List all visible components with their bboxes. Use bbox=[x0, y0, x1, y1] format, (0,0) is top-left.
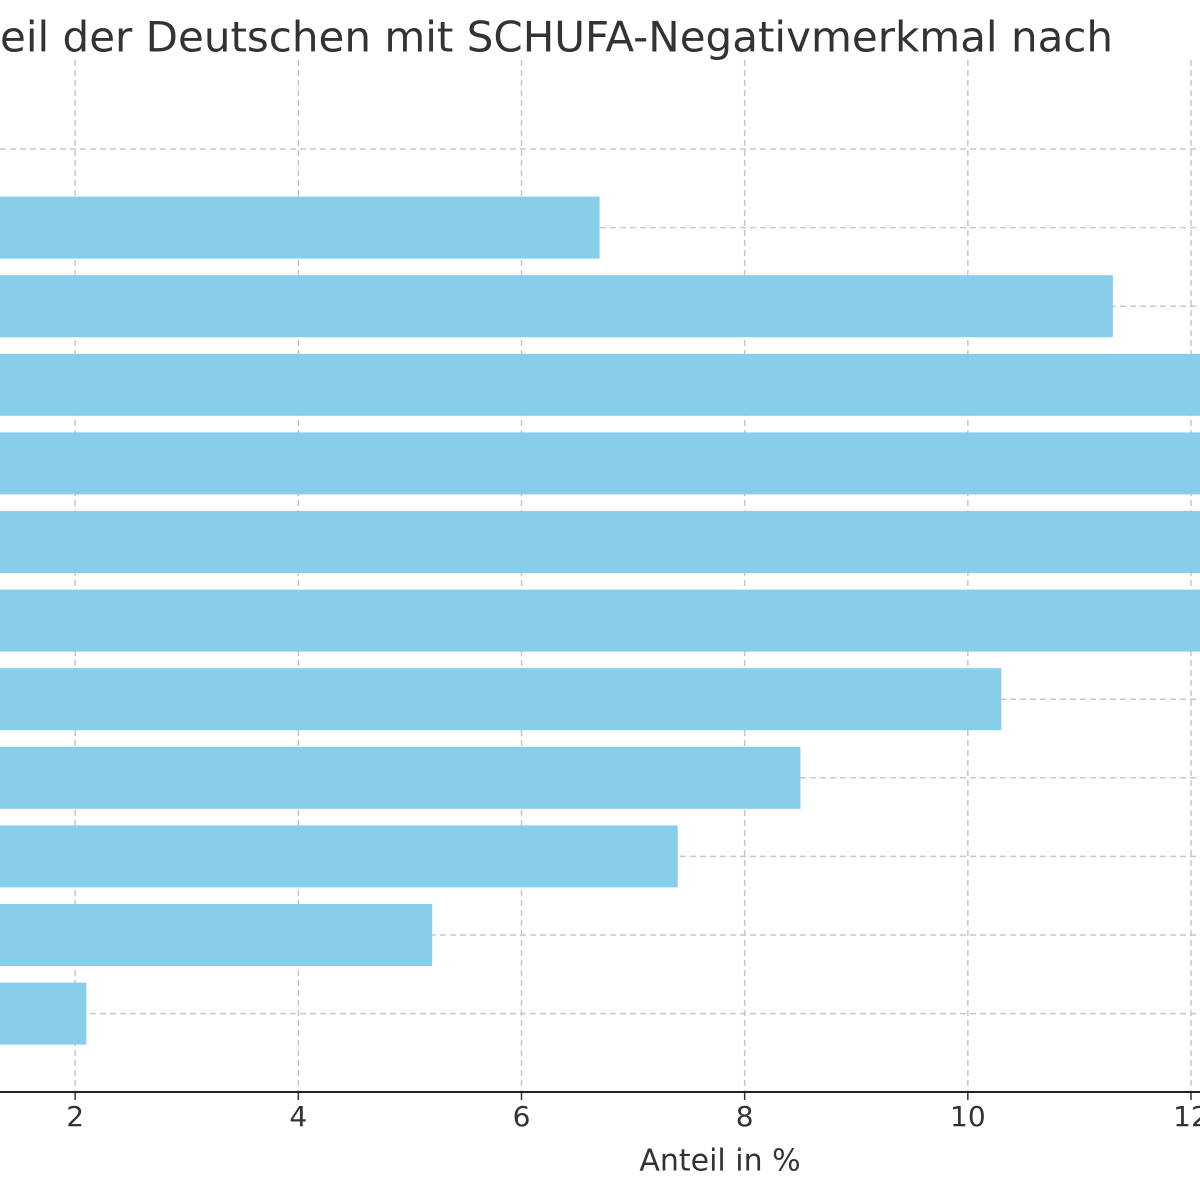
chart-title: eil der Deutschen mit SCHUFA-Negativmerk… bbox=[0, 13, 1113, 62]
x-tick-label: 6 bbox=[513, 1100, 531, 1133]
bar bbox=[0, 589, 1200, 652]
bar bbox=[0, 353, 1200, 416]
x-tick-label: 4 bbox=[289, 1100, 307, 1133]
bar bbox=[0, 511, 1200, 573]
bar bbox=[0, 196, 600, 259]
bar bbox=[0, 275, 1113, 338]
bar bbox=[0, 432, 1200, 495]
x-tick-label: 2 bbox=[66, 1100, 84, 1133]
x-tick-label: 8 bbox=[736, 1100, 754, 1133]
x-axis-label: Anteil in % bbox=[639, 1144, 800, 1179]
x-tick-label: 12 bbox=[1173, 1100, 1200, 1133]
bar bbox=[0, 746, 801, 809]
x-tick-label: 10 bbox=[950, 1100, 986, 1133]
bar bbox=[0, 982, 87, 1045]
bar bbox=[0, 668, 1002, 731]
bar bbox=[0, 825, 678, 888]
bar bbox=[0, 904, 433, 966]
